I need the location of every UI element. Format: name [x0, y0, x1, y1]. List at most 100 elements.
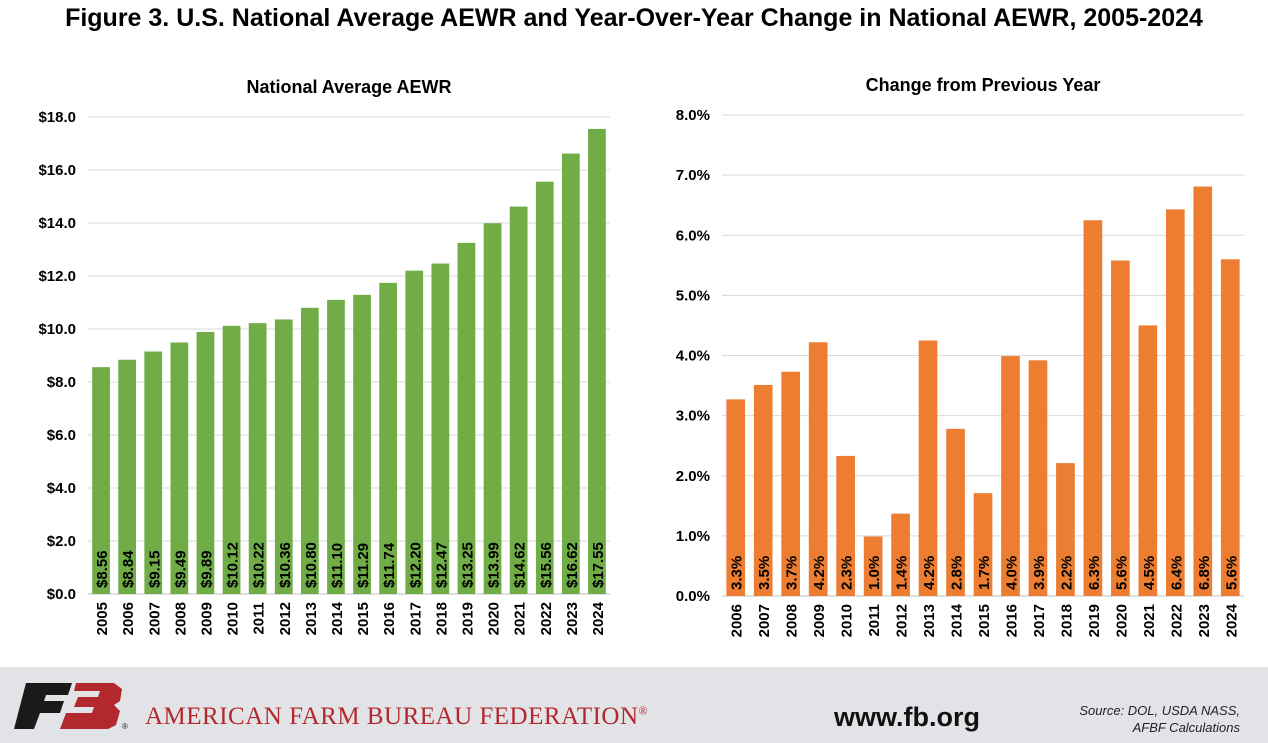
- x-tick-label: 2009: [198, 602, 215, 635]
- bar-2022: [1165, 209, 1185, 597]
- bar-2015: [353, 294, 371, 594]
- bar-2010: [222, 325, 241, 594]
- data-label: 5.6%: [1113, 556, 1130, 590]
- bar-2024: [588, 128, 606, 595]
- bar-2023: [1193, 186, 1213, 596]
- x-tick-label: 2018: [433, 602, 450, 635]
- x-tick-label: 2023: [1196, 604, 1213, 637]
- x-tick-label: 2005: [94, 602, 111, 635]
- x-tick-label: 2011: [866, 604, 883, 637]
- x-tick-label: 2011: [251, 602, 268, 635]
- x-tick-label: 2019: [1086, 604, 1103, 637]
- organization-name: AMERICAN FARM BUREAU FEDERATION®: [145, 703, 649, 730]
- bar-2011: [248, 323, 267, 594]
- x-tick-label: 2017: [1031, 604, 1048, 637]
- x-tick-label: 2007: [756, 604, 773, 637]
- x-tick-label: 2010: [225, 602, 242, 635]
- footer-bar: ® AMERICAN FARM BUREAU FEDERATION® www.f…: [0, 667, 1268, 743]
- x-tick-label: 2022: [1168, 604, 1185, 637]
- bar-2020: [483, 223, 502, 594]
- x-tick-label: 2019: [459, 602, 476, 635]
- aewr-bar-chart: National Average AEWR $0.0 $2.0 $4.0 $6.0 $8.…: [38, 77, 610, 635]
- data-label: $10.80: [303, 542, 320, 588]
- data-label: 6.4%: [1168, 556, 1185, 590]
- data-label: 2.3%: [839, 556, 856, 590]
- bar-2008: [170, 342, 189, 594]
- y-tick-label: 2.0%: [676, 468, 710, 485]
- y-tick-label: $0.0: [47, 586, 76, 603]
- bar-2014: [946, 428, 965, 596]
- data-label: 4.0%: [1003, 556, 1020, 590]
- bar-2005: [92, 367, 110, 594]
- x-tick-label: 2021: [1141, 604, 1158, 637]
- y-tick-label: 7.0%: [676, 167, 710, 184]
- x-tick-label: 2016: [381, 602, 398, 635]
- data-label: 3.7%: [784, 556, 801, 590]
- x-tick-label: 2017: [407, 602, 424, 635]
- x-tick-label: 2007: [146, 602, 163, 635]
- logo-b-shape: [60, 683, 122, 729]
- data-label: 5.6%: [1223, 556, 1240, 590]
- x-tick-label: 2006: [729, 604, 746, 637]
- x-tick-label: 2010: [839, 604, 856, 637]
- data-label: 1.7%: [976, 556, 993, 590]
- y-tick-label: $2.0: [47, 533, 76, 550]
- y-tick-label: 5.0%: [676, 287, 710, 304]
- bar-2022: [535, 181, 554, 594]
- y-tick-label: $4.0: [47, 480, 76, 497]
- x-tick-label: 2022: [538, 602, 555, 635]
- x-tick-label: 2014: [949, 603, 966, 637]
- x-tick-label: 2021: [512, 602, 529, 635]
- change-bar-chart: Change from Previous Year 0.0% 1.0% 2.0% 3.0…: [676, 75, 1244, 637]
- data-label: $13.25: [459, 542, 476, 588]
- data-label: 6.3%: [1086, 556, 1103, 590]
- x-tick-label: 2014: [329, 601, 346, 635]
- bar-2019: [457, 242, 476, 594]
- y-tick-label: 8.0%: [676, 107, 710, 124]
- bar-2016: [379, 282, 398, 594]
- bar-2010: [836, 455, 855, 596]
- bar-2017: [1028, 360, 1048, 596]
- x-tick-label: 2016: [1003, 604, 1020, 637]
- x-tick-label: 2009: [811, 604, 828, 637]
- logo-f-shape: [14, 683, 72, 729]
- bar-2024: [1220, 259, 1240, 596]
- bar-2008: [781, 371, 801, 596]
- bar-2018: [431, 263, 450, 594]
- data-label: 1.0%: [866, 556, 883, 590]
- chart-title: National Average AEWR: [246, 77, 451, 97]
- bar-2009: [196, 331, 215, 594]
- x-tick-label: 2013: [303, 602, 320, 635]
- bar-2023: [561, 153, 580, 594]
- x-tick-label: 2024: [1223, 603, 1240, 637]
- y-tick-label: $18.0: [38, 109, 76, 126]
- data-label: $11.74: [381, 542, 398, 588]
- bar-2020: [1111, 260, 1130, 596]
- y-tick-label: $8.0: [47, 374, 76, 391]
- bar-2013: [918, 340, 938, 596]
- x-tick-label: 2006: [120, 602, 137, 635]
- farm-bureau-logo: ®: [14, 683, 128, 731]
- y-tick-label: $14.0: [38, 215, 76, 232]
- figure-title: Figure 3. U.S. National Average AEWR and…: [65, 4, 1203, 32]
- data-label: $16.62: [564, 542, 581, 588]
- bar-2018: [1056, 463, 1075, 596]
- bar-2016: [1001, 356, 1020, 596]
- logo-registered-mark: ®: [122, 722, 128, 731]
- bar-2006: [726, 399, 746, 596]
- website-link[interactable]: www.fb.org: [834, 702, 980, 732]
- data-label: 3.5%: [756, 556, 773, 590]
- x-tick-label: 2008: [172, 602, 189, 635]
- data-label: $11.29: [355, 543, 372, 588]
- data-label: 2.8%: [949, 556, 966, 590]
- bar-2012: [891, 513, 910, 596]
- chart-title: Change from Previous Year: [866, 75, 1101, 95]
- x-tick-label: 2023: [564, 602, 581, 635]
- source-line-1: Source: DOL, USDA NASS,: [1079, 703, 1240, 718]
- y-tick-label: $6.0: [47, 427, 76, 444]
- data-label: $10.12: [225, 542, 242, 588]
- data-label: $13.99: [486, 542, 503, 588]
- bar-2011: [863, 536, 883, 596]
- bar-2014: [327, 299, 345, 594]
- y-tick-label: 4.0%: [676, 348, 710, 365]
